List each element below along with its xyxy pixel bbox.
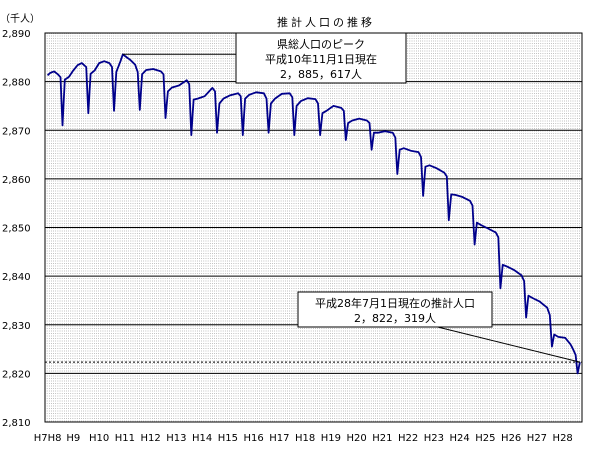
y-tick-label: 2,880 [2,78,31,89]
series-layer [46,53,581,375]
y-tick-label: 2,830 [2,321,31,332]
x-tick-label: H21 [372,433,392,444]
x-tick-label: H19 [321,433,341,444]
x-tick-label: H25 [475,433,495,444]
x-tick-label: H20 [347,433,367,444]
horizontal-grid [45,81,582,374]
x-tick-label: H18 [295,433,315,444]
y-tick-label: 2,890 [2,29,31,40]
x-tick-label: H11 [115,433,135,444]
x-tick-label: H13 [166,433,186,444]
population-line [46,53,581,375]
x-tick-label: H28 [553,433,573,444]
x-tick-label: H17 [269,433,289,444]
x-tick-label: H14 [192,433,212,444]
x-tick-label: H22 [398,433,418,444]
x-tick-label: H24 [450,433,470,444]
x-tick-label: H15 [218,433,238,444]
x-tick-label: H16 [243,433,263,444]
callout-leader [437,326,581,363]
x-tick-label: H23 [424,433,444,444]
callout-text: 2，822，319人 [354,312,436,325]
y-tick-label: 2,860 [2,175,31,186]
x-tick-label: H27 [527,433,547,444]
x-tick-label: H10 [89,433,109,444]
callout-text: 平成28年7月1日現在の推計人口 [315,296,475,310]
y-axis-ticks: 2,810 2,820 2,830 2,840 2,850 2,860 2,870 2,880… [2,29,31,429]
y-unit-label: （千人） [0,13,40,25]
callout-box [235,32,407,84]
x-tick-label: H7H8 [34,433,62,444]
callout-text: 2，885，617人 [280,68,362,81]
x-tick-label: H26 [501,433,521,444]
chart-title: 推計人口の推移 [277,15,375,29]
x-tick-label: H12 [140,433,160,444]
y-tick-label: 2,850 [2,224,31,235]
callout-text: 県総人口のピーク [277,37,365,51]
callout-box [297,291,493,328]
y-tick-label: 2,810 [2,418,31,429]
callout-text: 平成10年11月1日現在 [265,52,377,66]
y-tick-label: 2,870 [2,126,31,137]
y-tick-label: 2,840 [2,272,31,283]
x-axis-ticks: H7H8 H9 H10 H11 H12 H13 H14 H15 H16 H17 H18 H19 H20 H… [34,433,573,444]
y-tick-label: 2,820 [2,369,31,380]
x-tick-label: H9 [66,433,80,444]
